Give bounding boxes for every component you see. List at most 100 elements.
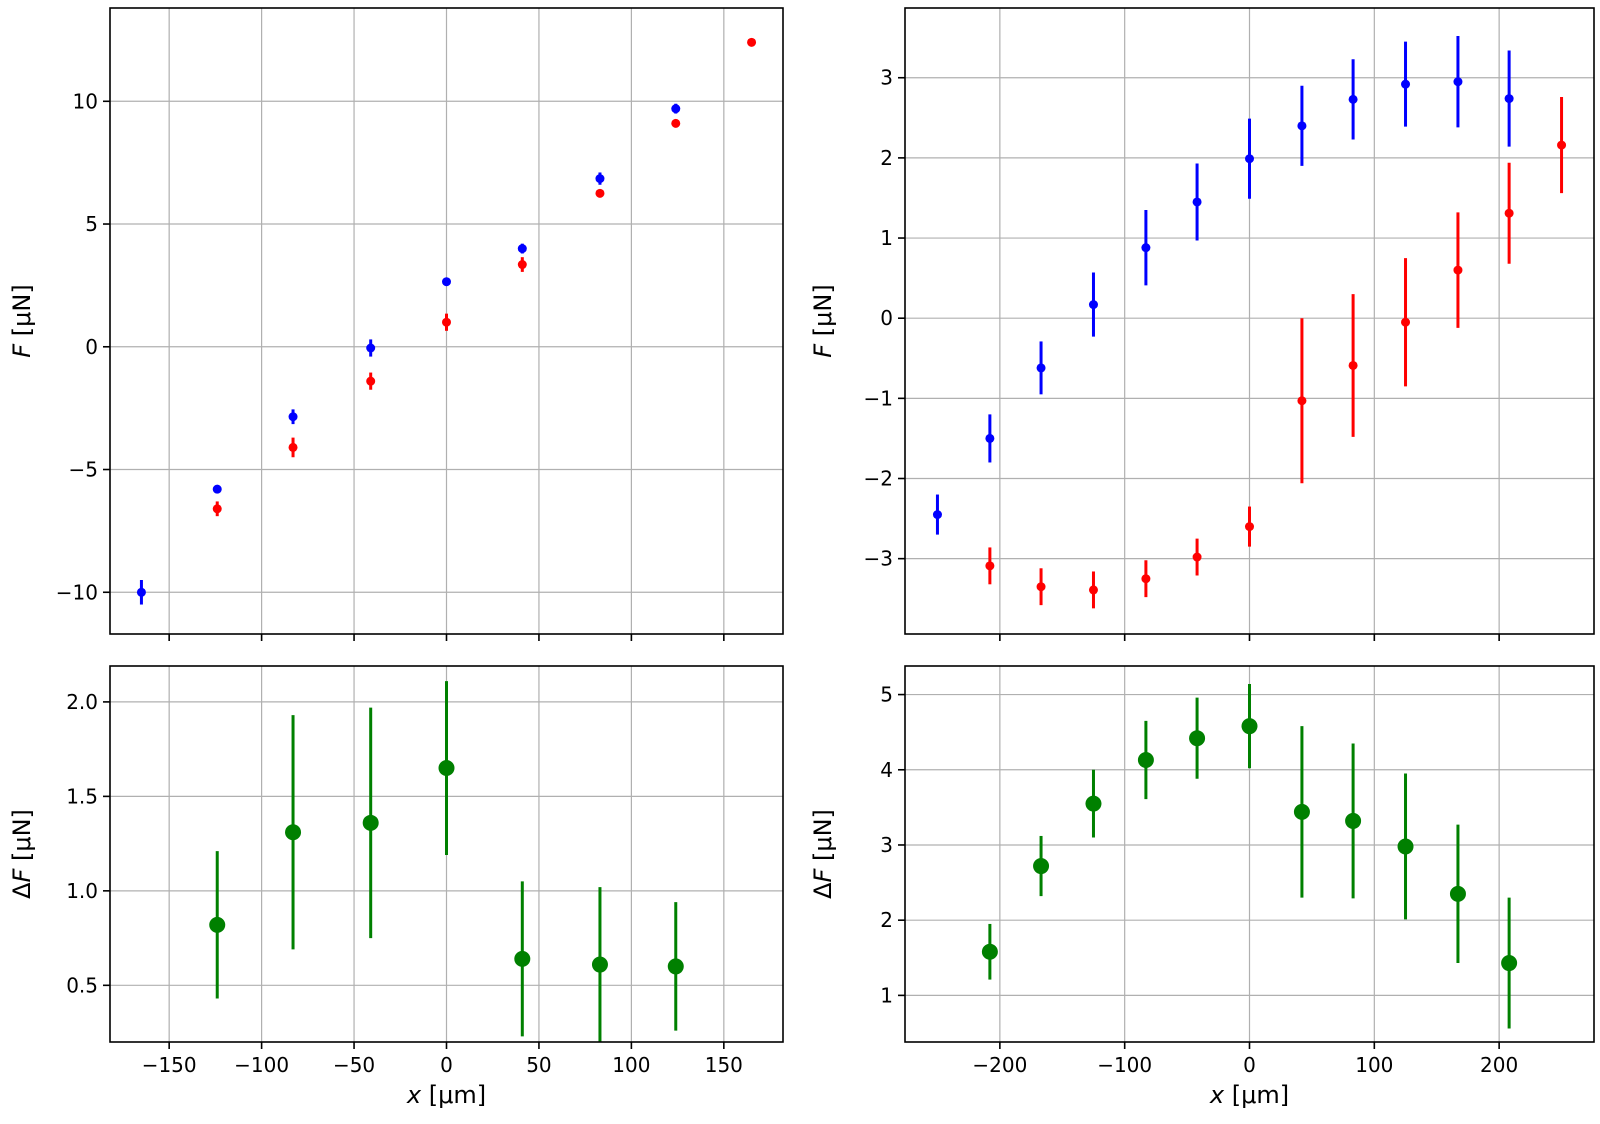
x-tick-label: −150 bbox=[142, 1053, 197, 1077]
y-tick-label: 0 bbox=[85, 335, 98, 359]
axes-frame bbox=[904, 7, 1595, 635]
y-tick-label: −3 bbox=[864, 547, 893, 571]
y-tick-label: 2 bbox=[880, 146, 893, 170]
data-point bbox=[671, 118, 681, 128]
data-point bbox=[1397, 838, 1414, 855]
data-point bbox=[1401, 317, 1411, 327]
y-tick-label: 1 bbox=[880, 226, 893, 250]
data-point bbox=[1192, 552, 1202, 562]
data-point bbox=[595, 188, 605, 198]
y-tick-label: −10 bbox=[56, 580, 98, 604]
series-top-left-1 bbox=[212, 37, 757, 517]
data-point bbox=[1504, 94, 1514, 104]
x-tick-label: −100 bbox=[1097, 1053, 1152, 1077]
data-point bbox=[517, 244, 527, 254]
data-point bbox=[362, 814, 379, 831]
x-tick-label: −100 bbox=[234, 1053, 289, 1077]
y-tick-label: 5 bbox=[85, 212, 98, 236]
y-tick-label: 10 bbox=[73, 89, 98, 113]
x-tick-label: 150 bbox=[705, 1053, 743, 1077]
axes-frame bbox=[904, 665, 1595, 1043]
series-top-right-0 bbox=[932, 36, 1514, 535]
x-tick-label: 50 bbox=[526, 1053, 551, 1077]
y-tick-label: 1.5 bbox=[66, 784, 98, 808]
data-point bbox=[1088, 585, 1098, 595]
data-point bbox=[1137, 752, 1154, 768]
data-point bbox=[671, 104, 681, 114]
data-point bbox=[667, 958, 684, 975]
x-tick-label: 100 bbox=[1355, 1053, 1393, 1077]
y-tick-label: 3 bbox=[880, 66, 893, 90]
data-point bbox=[1348, 360, 1358, 370]
data-point bbox=[438, 760, 455, 777]
data-point bbox=[366, 376, 376, 386]
data-point bbox=[1141, 243, 1151, 253]
y-axis-label: ΔF [μN] bbox=[8, 809, 36, 899]
y-tick-label: 2.0 bbox=[66, 690, 98, 714]
data-point bbox=[1245, 522, 1254, 532]
subplot-top-left: −10 −5 0 5 10 F [μN] bbox=[8, 7, 784, 641]
x-tick-label: −50 bbox=[333, 1053, 375, 1077]
y-tick-label: −2 bbox=[864, 467, 893, 491]
subplot-top-right: −3 −2 −1 0 1 2 3 F [μN] bbox=[809, 7, 1595, 641]
data-point bbox=[1348, 94, 1358, 104]
data-point bbox=[985, 433, 995, 443]
data-point bbox=[212, 504, 222, 514]
data-point bbox=[1297, 396, 1307, 406]
y-tick-label: 1 bbox=[880, 983, 893, 1007]
data-point bbox=[595, 174, 605, 184]
data-point bbox=[1453, 77, 1463, 87]
data-point bbox=[136, 587, 146, 597]
y-tick-label: 4 bbox=[880, 758, 893, 782]
data-point bbox=[1557, 140, 1567, 150]
data-point bbox=[442, 317, 451, 327]
data-point bbox=[1297, 121, 1307, 131]
data-point bbox=[1241, 718, 1258, 735]
y-tick-label: −5 bbox=[69, 458, 98, 482]
data-point bbox=[1088, 300, 1098, 310]
data-point bbox=[1345, 812, 1362, 829]
series-bottom-left-0 bbox=[209, 681, 684, 1042]
data-point bbox=[285, 824, 302, 841]
x-tick-label: 0 bbox=[1243, 1053, 1256, 1077]
data-point bbox=[288, 412, 298, 422]
data-point bbox=[1036, 582, 1046, 592]
data-point bbox=[366, 343, 376, 353]
data-point bbox=[517, 260, 527, 270]
data-point bbox=[1033, 858, 1050, 875]
data-point bbox=[591, 956, 608, 973]
axes-frame bbox=[109, 7, 784, 635]
y-tick-label: 5 bbox=[880, 683, 893, 707]
x-axis-label: x [μm] bbox=[406, 1081, 486, 1109]
y-tick-label: 3 bbox=[880, 833, 893, 857]
data-point bbox=[212, 484, 222, 494]
data-point bbox=[442, 277, 451, 287]
data-point bbox=[1453, 265, 1463, 275]
y-axis-label: F [μN] bbox=[8, 284, 36, 357]
series-bottom-right-0 bbox=[981, 684, 1518, 1029]
data-point bbox=[1449, 885, 1466, 902]
data-point bbox=[1504, 208, 1514, 218]
data-point bbox=[1085, 795, 1102, 812]
subplot-bottom-left: −150 −100 −50 0 50 100 150 0.5 1.0 1.5 2.0 ΔF [μN] x… bbox=[8, 665, 784, 1109]
data-point bbox=[209, 916, 226, 933]
y-tick-label: 1.0 bbox=[66, 879, 98, 903]
series-top-left-0 bbox=[136, 103, 681, 605]
data-point bbox=[747, 37, 757, 47]
data-point bbox=[1189, 730, 1206, 747]
data-point bbox=[932, 510, 942, 520]
x-tick-label: 200 bbox=[1480, 1053, 1518, 1077]
x-tick-label: −200 bbox=[972, 1053, 1027, 1077]
y-axis-label: F [μN] bbox=[809, 284, 837, 357]
data-point bbox=[1401, 79, 1411, 89]
data-point bbox=[1036, 363, 1046, 373]
data-point bbox=[514, 950, 531, 967]
y-axis-label: ΔF [μN] bbox=[809, 809, 837, 899]
subplot-bottom-right: −200 −100 0 100 200 1 2 3 4 5 ΔF [μN] x [μm] bbox=[809, 665, 1595, 1109]
data-point bbox=[1192, 197, 1202, 207]
data-point bbox=[288, 442, 298, 452]
x-tick-label: 0 bbox=[440, 1053, 453, 1077]
data-point bbox=[1501, 955, 1518, 972]
y-tick-label: 0.5 bbox=[66, 973, 98, 997]
